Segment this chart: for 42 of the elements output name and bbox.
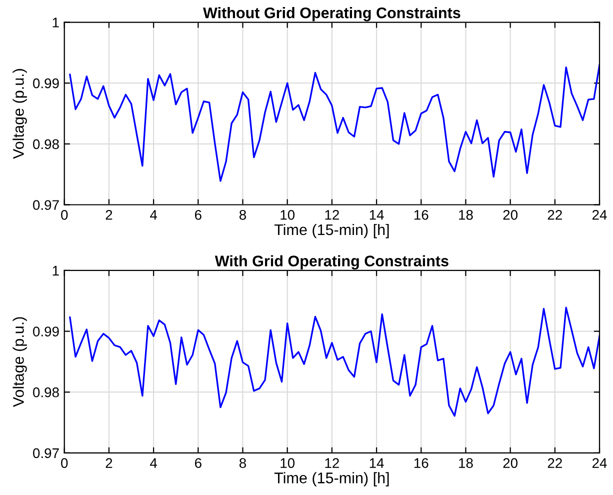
x-tick-label: 24	[592, 210, 607, 220]
line-series	[69, 64, 600, 182]
x-tick-label: 0	[61, 210, 68, 220]
x-tick-label: 12	[325, 210, 339, 220]
y-axis-title: Voltage (p.u.)	[12, 69, 27, 159]
x-tick-label: 20	[503, 210, 518, 220]
x-tick-label: 24	[592, 458, 607, 468]
y-tick-label: 0.97	[33, 448, 59, 458]
x-tick-label: 2	[106, 210, 112, 220]
x-tick-label: 8	[239, 210, 246, 220]
y-axis-title: Voltage (p.u.)	[12, 317, 27, 408]
x-tick-label: 16	[414, 210, 428, 220]
x-tick-label: 12	[325, 458, 339, 468]
x-tick-label: 10	[280, 458, 295, 468]
chart-title: Without Grid Operating Constraints	[203, 7, 460, 22]
x-tick-label: 4	[150, 210, 158, 220]
y-tick-label: 0.98	[33, 387, 59, 398]
x-tick-label: 8	[239, 458, 246, 468]
chart-title: With Grid Operating Constraints	[214, 255, 448, 270]
x-tick-label: 14	[370, 210, 384, 220]
y-tick-label: 0.98	[33, 139, 59, 150]
x-tick-label: 20	[503, 458, 518, 468]
y-tick-label: 0.99	[33, 326, 59, 336]
x-tick-label: 14	[370, 458, 384, 468]
x-tick-label: 6	[194, 458, 202, 468]
x-tick-label: 2	[106, 458, 112, 468]
y-tick-label: 0.97	[33, 200, 59, 210]
line-series	[69, 306, 600, 417]
x-axis-title: Time (15-min) [h]	[274, 472, 389, 486]
x-tick-label: 6	[194, 210, 202, 220]
x-tick-label: 18	[459, 458, 473, 468]
x-tick-label: 18	[459, 210, 473, 220]
x-tick-label: 22	[548, 458, 562, 468]
y-tick-label: 1	[52, 266, 59, 276]
x-tick-label: 16	[414, 458, 428, 468]
y-tick-label: 1	[52, 18, 59, 28]
x-tick-label: 4	[150, 458, 158, 468]
x-tick-label: 22	[548, 210, 562, 220]
x-tick-label: 0	[61, 458, 68, 468]
x-axis-title: Time (15-min) [h]	[274, 224, 389, 238]
x-tick-label: 10	[280, 210, 295, 220]
y-tick-label: 0.99	[33, 78, 59, 88]
